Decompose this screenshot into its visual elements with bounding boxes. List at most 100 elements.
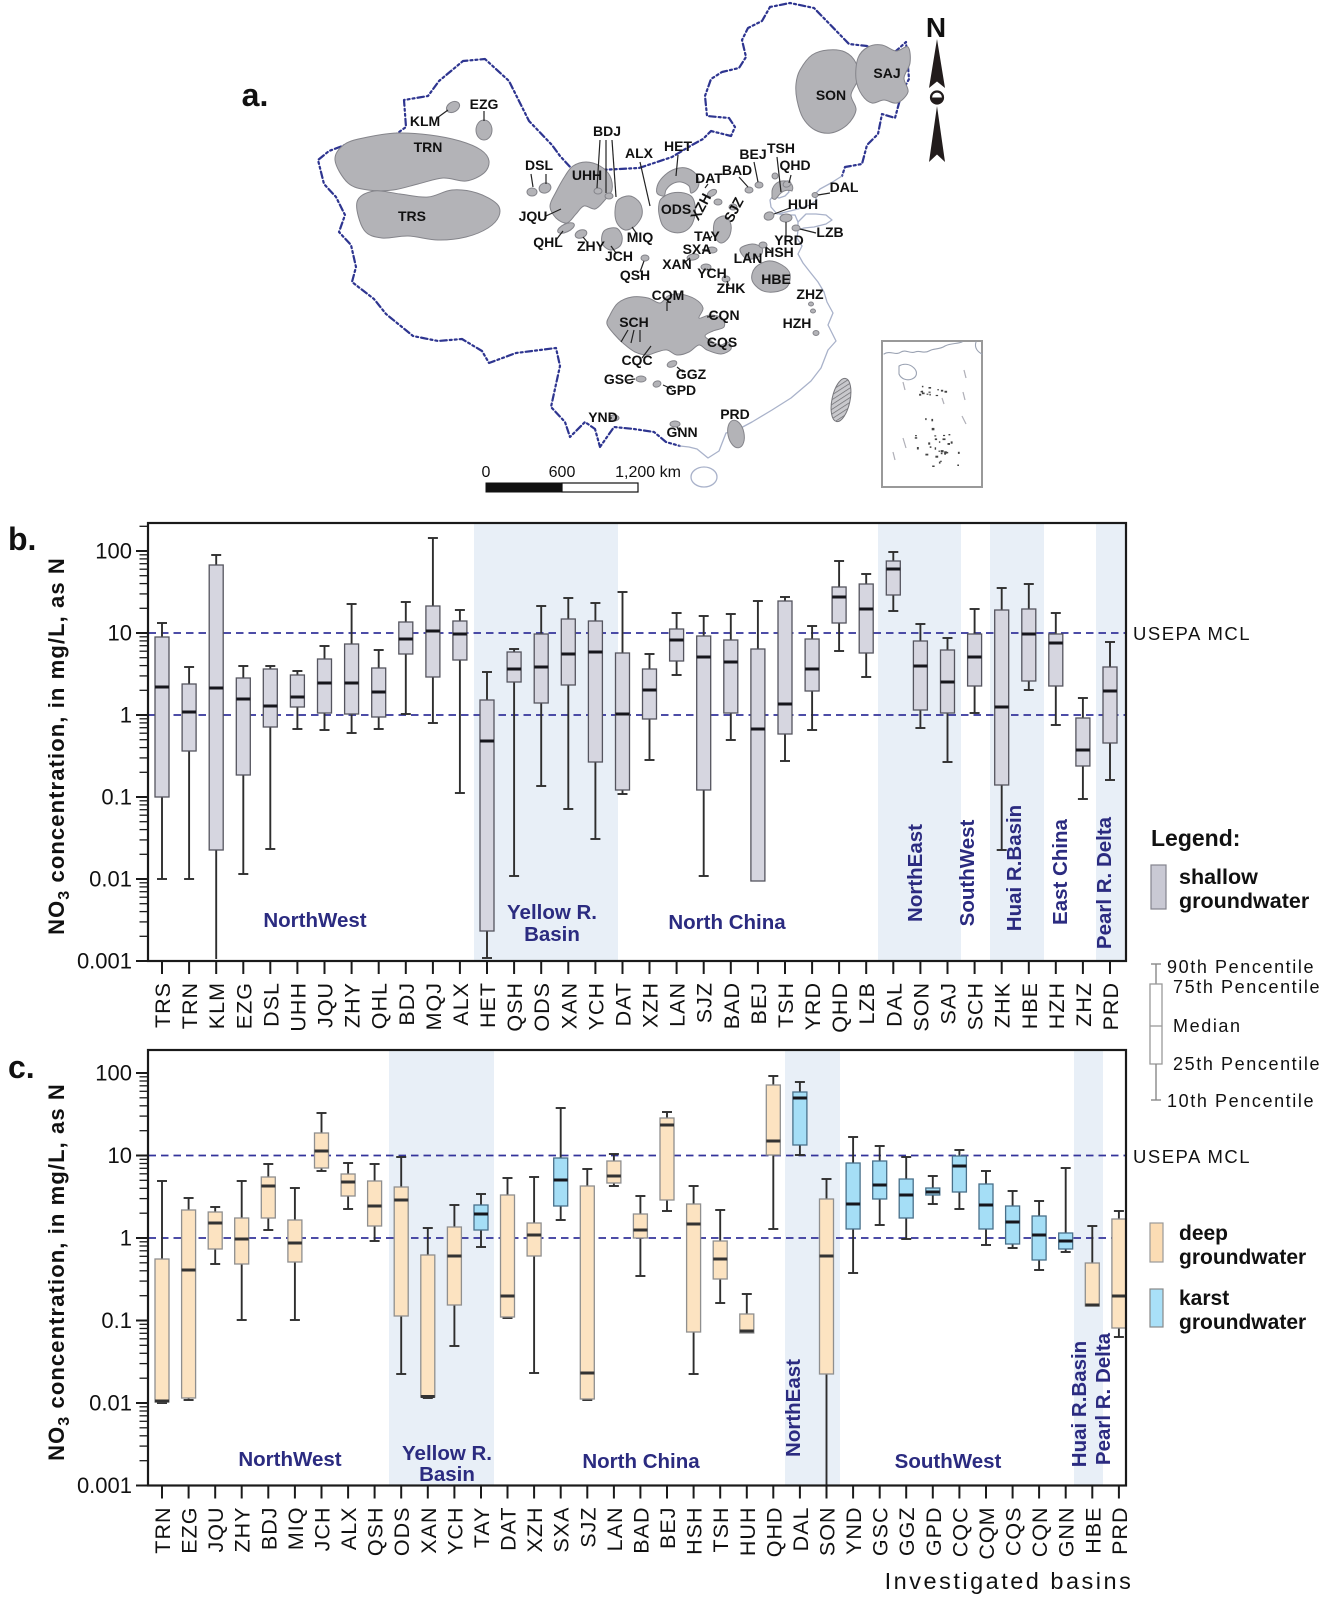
svg-text:0.1: 0.1 <box>101 1308 132 1333</box>
svg-text:SCH: SCH <box>619 314 649 330</box>
svg-text:NorthWest: NorthWest <box>263 909 366 932</box>
svg-text:NorthWest: NorthWest <box>238 1448 341 1471</box>
svg-text:0.1: 0.1 <box>101 785 132 810</box>
svg-text:HUH: HUH <box>736 1507 760 1557</box>
svg-text:JQU: JQU <box>519 208 548 224</box>
svg-text:USEPA MCL: USEPA MCL <box>1133 623 1251 644</box>
svg-text:SON: SON <box>816 87 846 103</box>
svg-text:LAN: LAN <box>734 250 763 266</box>
svg-text:BAD: BAD <box>629 1507 653 1554</box>
svg-text:90th Pencentile: 90th Pencentile <box>1167 957 1315 977</box>
svg-text:SON: SON <box>816 1507 840 1557</box>
svg-text:SCH: SCH <box>964 982 988 1030</box>
svg-text:Basin: Basin <box>524 923 580 946</box>
svg-text:XZH: XZH <box>639 982 663 1028</box>
svg-text:0.001: 0.001 <box>77 949 132 974</box>
svg-text:YRD: YRD <box>801 982 825 1030</box>
svg-text:YCH: YCH <box>584 982 608 1030</box>
svg-text:TSH: TSH <box>709 1507 733 1553</box>
svg-text:QSH: QSH <box>503 982 527 1032</box>
svg-text:TAY: TAY <box>694 228 720 244</box>
svg-text:BDJ: BDJ <box>593 123 621 139</box>
svg-text:ZHK: ZHK <box>991 982 1015 1028</box>
svg-text:QHD: QHD <box>828 982 852 1033</box>
svg-text:ODS: ODS <box>530 982 554 1032</box>
svg-text:HSH: HSH <box>764 244 794 260</box>
svg-text:PRD: PRD <box>720 406 750 422</box>
svg-text:Huai R.Basin: Huai R.Basin <box>1003 805 1026 931</box>
svg-text:XZH: XZH <box>523 1507 547 1553</box>
svg-text:Basin: Basin <box>419 1463 475 1486</box>
svg-text:ODS: ODS <box>390 1507 414 1557</box>
svg-text:EZG: EZG <box>232 982 256 1029</box>
svg-text:Pearl R. Delta: Pearl R. Delta <box>1092 1332 1115 1465</box>
svg-text:1: 1 <box>120 1226 132 1251</box>
svg-text:QHL: QHL <box>368 982 392 1029</box>
svg-text:b.: b. <box>8 521 36 557</box>
svg-text:ODS: ODS <box>661 201 691 217</box>
svg-text:BDJ: BDJ <box>395 982 419 1026</box>
svg-text:Investigated basins: Investigated basins <box>885 1568 1134 1594</box>
svg-text:HZH: HZH <box>1045 982 1069 1029</box>
svg-text:TRN: TRN <box>151 1507 175 1554</box>
svg-text:CQC: CQC <box>621 352 652 368</box>
svg-text:BDJ: BDJ <box>257 1507 281 1551</box>
svg-text:SouthWest: SouthWest <box>895 1450 1002 1473</box>
svg-text:0.01: 0.01 <box>89 867 132 892</box>
svg-text:BEJ: BEJ <box>739 146 766 162</box>
svg-text:TSH: TSH <box>767 140 795 156</box>
svg-text:Median: Median <box>1173 1016 1242 1036</box>
svg-text:SJZ: SJZ <box>576 1507 600 1548</box>
svg-text:ALX: ALX <box>449 982 473 1026</box>
svg-text:BEJ: BEJ <box>656 1507 680 1549</box>
svg-text:YRD: YRD <box>774 232 804 248</box>
svg-text:USEPA MCL: USEPA MCL <box>1133 1146 1251 1167</box>
svg-text:YND: YND <box>588 409 618 425</box>
svg-text:NO3 concentration, in mg/L, as: NO3 concentration, in mg/L, as N <box>44 557 73 935</box>
svg-text:JQU: JQU <box>314 982 338 1028</box>
svg-text:HET: HET <box>664 138 692 154</box>
svg-text:SXA: SXA <box>550 1507 574 1553</box>
svg-text:HBE: HBE <box>761 271 791 287</box>
svg-text:QHD: QHD <box>762 1507 786 1558</box>
svg-text:HBE: HBE <box>1018 982 1042 1029</box>
svg-text:BEJ: BEJ <box>747 982 771 1024</box>
svg-text:CQS: CQS <box>1002 1507 1026 1557</box>
svg-text:YCH: YCH <box>697 265 727 281</box>
svg-text:CQN: CQN <box>1028 1507 1052 1558</box>
svg-text:MIQ: MIQ <box>284 1507 308 1551</box>
svg-text:SouthWest: SouthWest <box>956 819 979 926</box>
svg-text:UHH: UHH <box>286 982 310 1032</box>
svg-text:groundwater: groundwater <box>1179 1311 1306 1334</box>
svg-text:Pearl R. Delta: Pearl R. Delta <box>1093 816 1116 949</box>
svg-text:ALX: ALX <box>625 145 654 161</box>
svg-text:1,200 km: 1,200 km <box>615 464 681 481</box>
svg-text:DSL: DSL <box>525 157 553 173</box>
svg-text:GSC: GSC <box>869 1507 893 1557</box>
svg-text:10: 10 <box>108 621 132 646</box>
svg-text:10: 10 <box>108 1143 132 1168</box>
svg-text:TSH: TSH <box>774 982 798 1028</box>
svg-text:XAN: XAN <box>417 1507 441 1554</box>
svg-text:CQC: CQC <box>948 1507 972 1558</box>
svg-text:GGZ: GGZ <box>676 366 707 382</box>
svg-text:North China: North China <box>668 911 786 934</box>
svg-text:LZB: LZB <box>816 224 843 240</box>
svg-text:deep: deep <box>1179 1222 1228 1245</box>
svg-text:10th Pencentile: 10th Pencentile <box>1167 1091 1315 1111</box>
svg-text:600: 600 <box>549 464 576 481</box>
svg-text:75th Pencentile: 75th Pencentile <box>1173 977 1321 997</box>
svg-text:TRS: TRS <box>398 208 426 224</box>
svg-text:1: 1 <box>120 703 132 728</box>
svg-text:DAT: DAT <box>612 982 636 1026</box>
svg-text:groundwater: groundwater <box>1179 889 1310 913</box>
svg-text:0.01: 0.01 <box>89 1391 132 1416</box>
svg-text:Legend:: Legend: <box>1151 825 1240 851</box>
svg-text:LAN: LAN <box>666 982 690 1027</box>
svg-text:GPD: GPD <box>666 382 696 398</box>
svg-text:TRN: TRN <box>414 139 443 155</box>
svg-text:0.001: 0.001 <box>77 1473 132 1498</box>
svg-text:LZB: LZB <box>855 982 879 1024</box>
svg-text:TRN: TRN <box>178 982 202 1029</box>
svg-text:HBE: HBE <box>1081 1507 1105 1554</box>
